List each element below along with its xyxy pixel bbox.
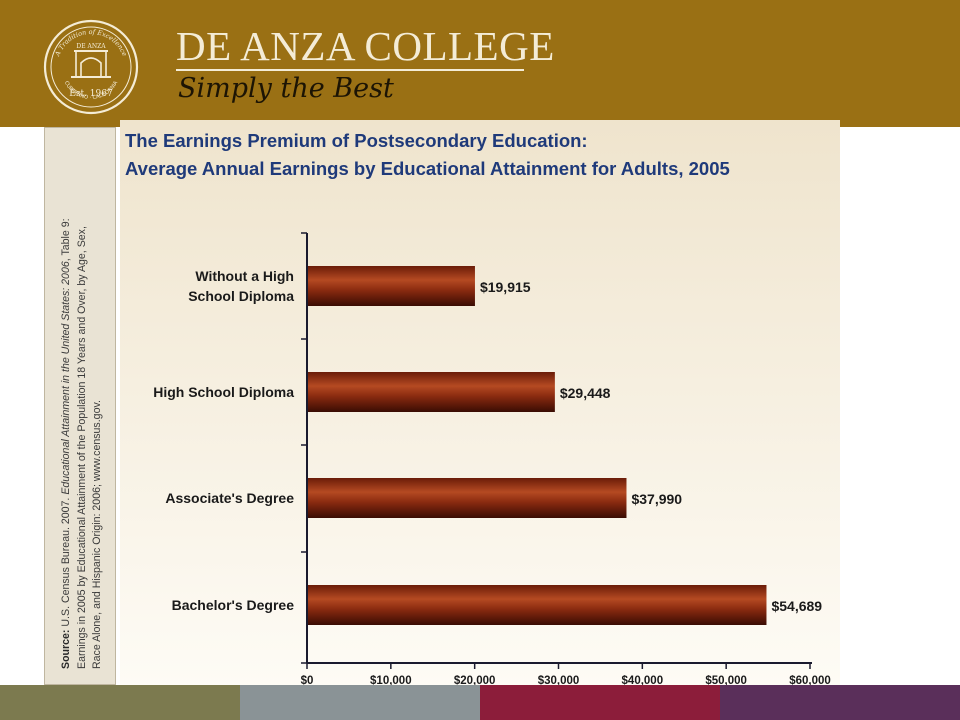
source-title: Educational Attainment in the United Sta… (60, 261, 72, 495)
category-label: Without a High (195, 268, 294, 284)
source-label: Source: (60, 629, 72, 669)
x-tick-label: $20,000 (454, 675, 496, 687)
bar (308, 585, 767, 625)
source-detail-line: Race Alone, and Hispanic Origin: 2006; w… (91, 400, 103, 669)
x-tick-label: $0 (301, 675, 314, 687)
source-table: , Table 9: (60, 218, 72, 262)
source-note: Source: U.S. Census Bureau. 2007. Educat… (59, 149, 106, 669)
footer-segment (480, 685, 720, 720)
bar (308, 266, 475, 306)
seal-established: Est. 1967 (69, 89, 113, 99)
earnings-bar-chart: The Earnings Premium of Postsecondary Ed… (120, 120, 840, 697)
data-label: $29,448 (560, 385, 611, 401)
x-tick-label: $60,000 (789, 675, 831, 687)
chart-title-line-2: Average Annual Earnings by Educational A… (125, 158, 730, 179)
data-label: $54,689 (771, 598, 822, 614)
x-tick-label: $30,000 (538, 675, 580, 687)
header-banner: A Tradition of Excellence CUPERTINO · CA… (0, 0, 960, 127)
source-citation: U.S. Census Bureau. 2007. (60, 497, 72, 627)
category-label: School Diploma (188, 288, 294, 304)
x-tick-label: $50,000 (705, 675, 747, 687)
footer-segment (240, 685, 480, 720)
category-label: Associate's Degree (165, 490, 294, 506)
category-label: High School Diploma (153, 384, 294, 400)
data-label: $37,990 (631, 491, 682, 507)
footer-color-bar (0, 685, 960, 720)
source-panel: Source: U.S. Census Bureau. 2007. Educat… (44, 127, 116, 685)
x-tick-label: $40,000 (622, 675, 664, 687)
seal-name: DE ANZA (76, 43, 106, 50)
bar (308, 478, 627, 518)
college-name: DE ANZA COLLEGE (176, 23, 555, 69)
college-seal-icon: A Tradition of Excellence CUPERTINO · CA… (43, 19, 139, 115)
header-divider (176, 69, 524, 71)
x-tick-label: $10,000 (370, 675, 412, 687)
chart-title-line-1: The Earnings Premium of Postsecondary Ed… (125, 130, 588, 151)
data-label: $19,915 (480, 279, 531, 295)
bar (308, 372, 555, 412)
footer-segment (0, 685, 240, 720)
source-detail-line: Earnings in 2005 by Educational Attainme… (75, 226, 88, 669)
tagline: Simply the Best (178, 73, 394, 104)
footer-segment (720, 685, 960, 720)
category-label: Bachelor's Degree (172, 597, 295, 613)
